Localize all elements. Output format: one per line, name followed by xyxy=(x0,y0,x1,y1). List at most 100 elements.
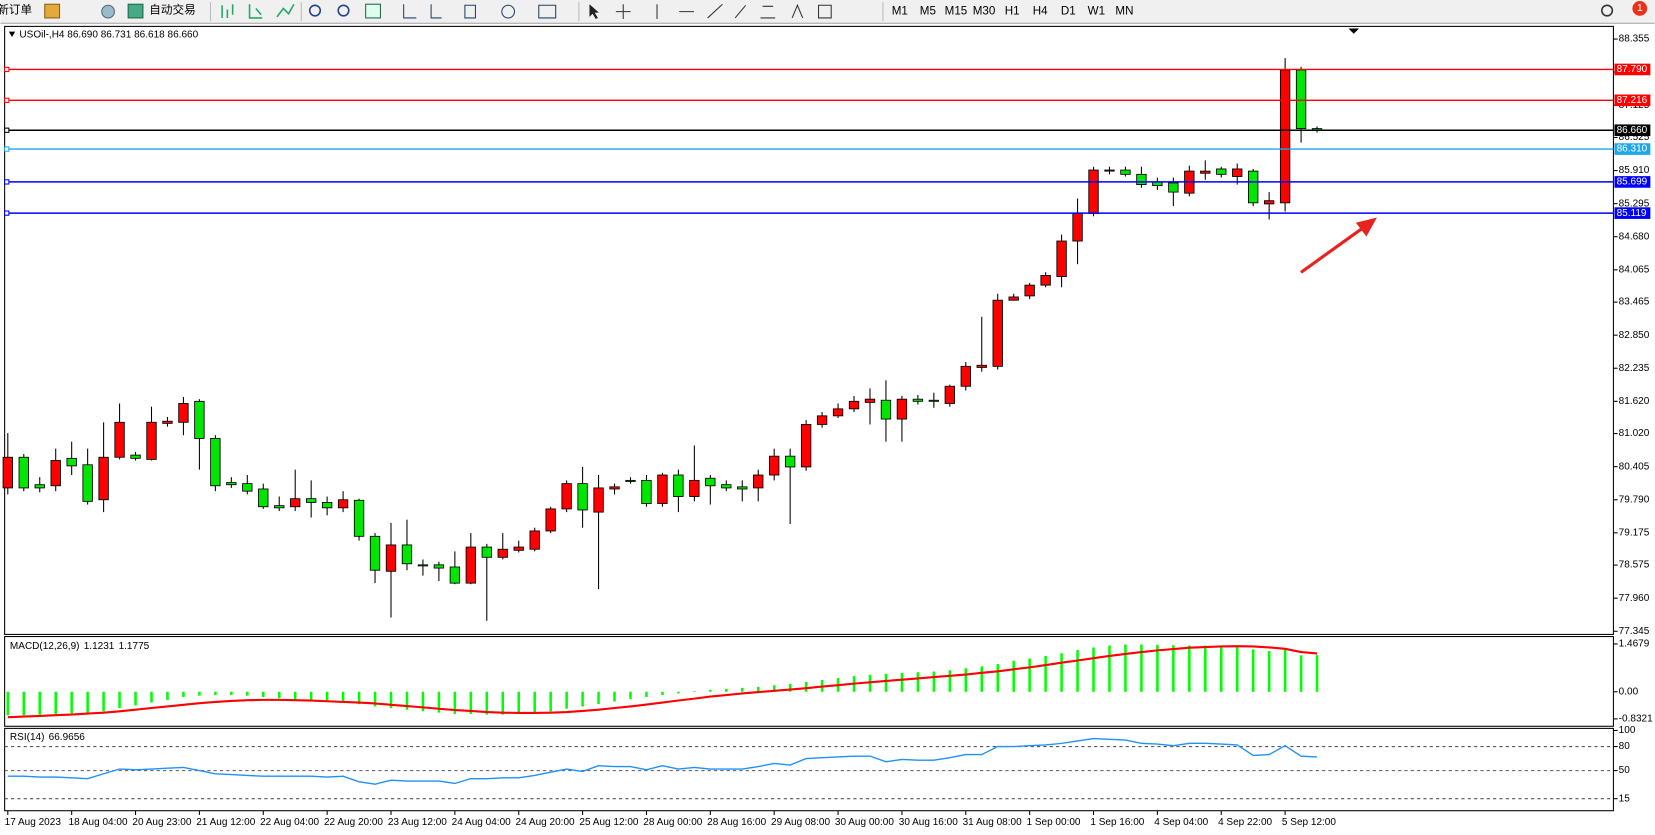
candle-body xyxy=(737,486,748,490)
price-level-box xyxy=(1614,94,1651,107)
x-tick-label: 30 Aug 16:00 xyxy=(899,817,958,828)
macd-bar xyxy=(150,691,153,703)
y-tick-label: 82.850 xyxy=(1619,330,1650,341)
macd-bar xyxy=(677,691,680,694)
timeframe-button[interactable]: M5 xyxy=(920,5,936,18)
candle-body xyxy=(912,398,924,402)
icon[interactable] xyxy=(589,4,599,20)
macd-bar xyxy=(1172,645,1175,692)
candle-body xyxy=(337,499,349,509)
candle-body xyxy=(769,455,780,476)
macd-bar xyxy=(1092,647,1095,692)
macd-bar xyxy=(262,691,265,697)
y-tick-label: 0.00 xyxy=(1619,686,1639,697)
x-tick-label: 1 Sep 00:00 xyxy=(1026,817,1080,828)
plots: 88.35587.74087.12586.52585.91085.29584.6… xyxy=(2,34,1653,828)
candle-body xyxy=(529,530,540,550)
candle-body xyxy=(641,479,652,504)
macd-bar xyxy=(948,670,952,692)
candle-body xyxy=(258,488,269,508)
timeframe-button[interactable]: M30 xyxy=(973,5,996,18)
candle-body xyxy=(832,408,844,417)
candle-body xyxy=(864,398,876,403)
candle-body xyxy=(1136,173,1147,185)
candle-body xyxy=(1088,169,1099,215)
macd-bar xyxy=(134,691,137,706)
candle-body xyxy=(609,486,620,490)
macd-bar xyxy=(581,691,584,707)
macd-bar xyxy=(645,691,648,697)
candle-body xyxy=(1008,296,1019,301)
timeframe-button[interactable]: D1 xyxy=(1061,5,1076,18)
y-tick-label: 86.525 xyxy=(1619,132,1650,143)
annotation-arrow xyxy=(1300,217,1377,274)
macd-bar xyxy=(1219,646,1223,692)
macd-bar xyxy=(341,691,345,703)
icon[interactable] xyxy=(615,3,832,20)
macd-bar xyxy=(485,691,489,715)
macd-bar xyxy=(1267,651,1271,692)
arrow-head xyxy=(1355,217,1377,237)
macd-bar xyxy=(421,691,425,712)
candle-body xyxy=(417,564,429,567)
macd-bar xyxy=(725,688,728,692)
timeframe-button[interactable]: M1 xyxy=(892,5,908,18)
macd-bar xyxy=(54,691,57,714)
macd-bar xyxy=(102,691,105,712)
badge[interactable] xyxy=(1632,1,1648,16)
icon[interactable] xyxy=(337,4,350,17)
candle-body xyxy=(162,420,173,424)
candle-body xyxy=(721,484,732,489)
x-tick-label: 30 Aug 00:00 xyxy=(835,817,894,828)
toolbar-button[interactable]: 新订单 xyxy=(0,3,32,17)
macd-bar xyxy=(118,691,121,709)
candle-body xyxy=(513,546,524,551)
macd-bar xyxy=(565,691,568,709)
x-tick-label: 4 Sep 22:00 xyxy=(1218,817,1272,828)
icon[interactable] xyxy=(403,4,557,19)
y-tick-label: 84.680 xyxy=(1619,231,1650,242)
icon[interactable] xyxy=(308,4,322,17)
search-icon[interactable] xyxy=(1601,4,1614,17)
macd-bar xyxy=(756,686,760,692)
icon[interactable] xyxy=(221,3,295,19)
icon[interactable] xyxy=(44,3,61,19)
y-tick-label: 100 xyxy=(1619,725,1636,736)
candle-body xyxy=(800,424,812,468)
y-tick-label: 82.235 xyxy=(1619,363,1650,374)
timeframe-button[interactable]: H4 xyxy=(1033,5,1048,18)
candle-body xyxy=(449,566,461,584)
y-tick-label: 79.790 xyxy=(1619,494,1650,505)
y-tick-label: 80.405 xyxy=(1619,461,1650,472)
menu-triangle xyxy=(8,31,16,37)
price-level-marker xyxy=(4,210,10,216)
price-level-label: 85.699 xyxy=(1617,177,1648,188)
y-tick-label: 85.910 xyxy=(1619,165,1650,176)
toolbar-button[interactable]: 自动交易 xyxy=(149,3,195,17)
macd-panel xyxy=(4,636,1614,727)
candle-body xyxy=(1232,168,1243,177)
y-tick-label: 83.465 xyxy=(1619,297,1650,308)
price-level-box xyxy=(1614,207,1651,219)
macd-bar xyxy=(357,691,361,705)
icon[interactable] xyxy=(127,3,144,19)
main-panel xyxy=(4,25,1614,635)
candle-body xyxy=(178,403,189,423)
badge-count[interactable]: 1 xyxy=(1637,2,1643,14)
macd-bar xyxy=(405,691,409,710)
candle-body xyxy=(928,399,940,402)
icon[interactable] xyxy=(365,3,381,19)
timeframe-button[interactable]: M15 xyxy=(945,5,968,18)
y-tick-label: 77.960 xyxy=(1619,593,1650,604)
macd-bar xyxy=(230,691,233,696)
timeframe-button[interactable]: MN xyxy=(1115,5,1133,18)
macd-bar xyxy=(629,691,632,699)
y-tick-label: 84.065 xyxy=(1619,264,1650,275)
macd-bar xyxy=(613,691,616,702)
timeframe-button[interactable]: W1 xyxy=(1088,5,1105,18)
candle-body xyxy=(561,483,572,510)
y-tick-label: 81.620 xyxy=(1619,396,1650,407)
icon[interactable] xyxy=(101,4,115,19)
timeframe-button[interactable]: H1 xyxy=(1005,5,1020,18)
